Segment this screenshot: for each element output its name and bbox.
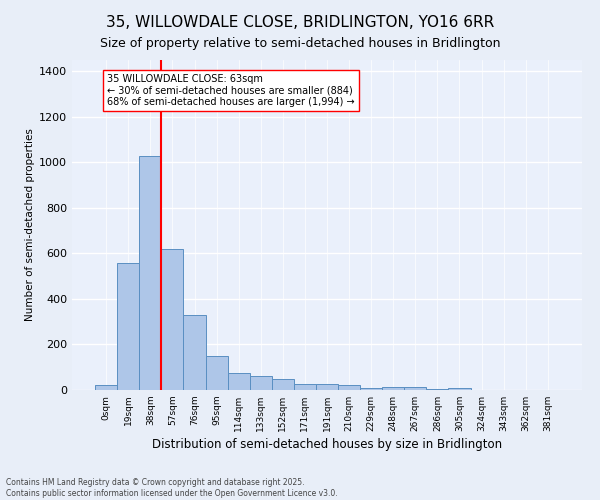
Bar [227, 373, 250, 390]
Bar [139, 156, 161, 390]
X-axis label: Distribution of semi-detached houses by size in Bridlington: Distribution of semi-detached houses by … [152, 438, 502, 451]
Bar [404, 386, 427, 390]
Bar [250, 376, 272, 390]
Bar [184, 315, 206, 390]
Text: Contains HM Land Registry data © Crown copyright and database right 2025.
Contai: Contains HM Land Registry data © Crown c… [6, 478, 338, 498]
Bar [95, 386, 117, 390]
Bar [382, 386, 404, 390]
Bar [448, 388, 470, 390]
Bar [117, 262, 139, 390]
Bar [294, 384, 316, 390]
Y-axis label: Number of semi-detached properties: Number of semi-detached properties [25, 128, 35, 322]
Bar [272, 378, 294, 390]
Text: 35 WILLOWDALE CLOSE: 63sqm
← 30% of semi-detached houses are smaller (884)
68% o: 35 WILLOWDALE CLOSE: 63sqm ← 30% of semi… [107, 74, 355, 107]
Bar [206, 356, 227, 390]
Bar [338, 386, 360, 390]
Bar [316, 384, 338, 390]
Bar [427, 389, 448, 390]
Bar [360, 388, 382, 390]
Bar [161, 249, 184, 390]
Text: Size of property relative to semi-detached houses in Bridlington: Size of property relative to semi-detach… [100, 38, 500, 51]
Text: 35, WILLOWDALE CLOSE, BRIDLINGTON, YO16 6RR: 35, WILLOWDALE CLOSE, BRIDLINGTON, YO16 … [106, 15, 494, 30]
